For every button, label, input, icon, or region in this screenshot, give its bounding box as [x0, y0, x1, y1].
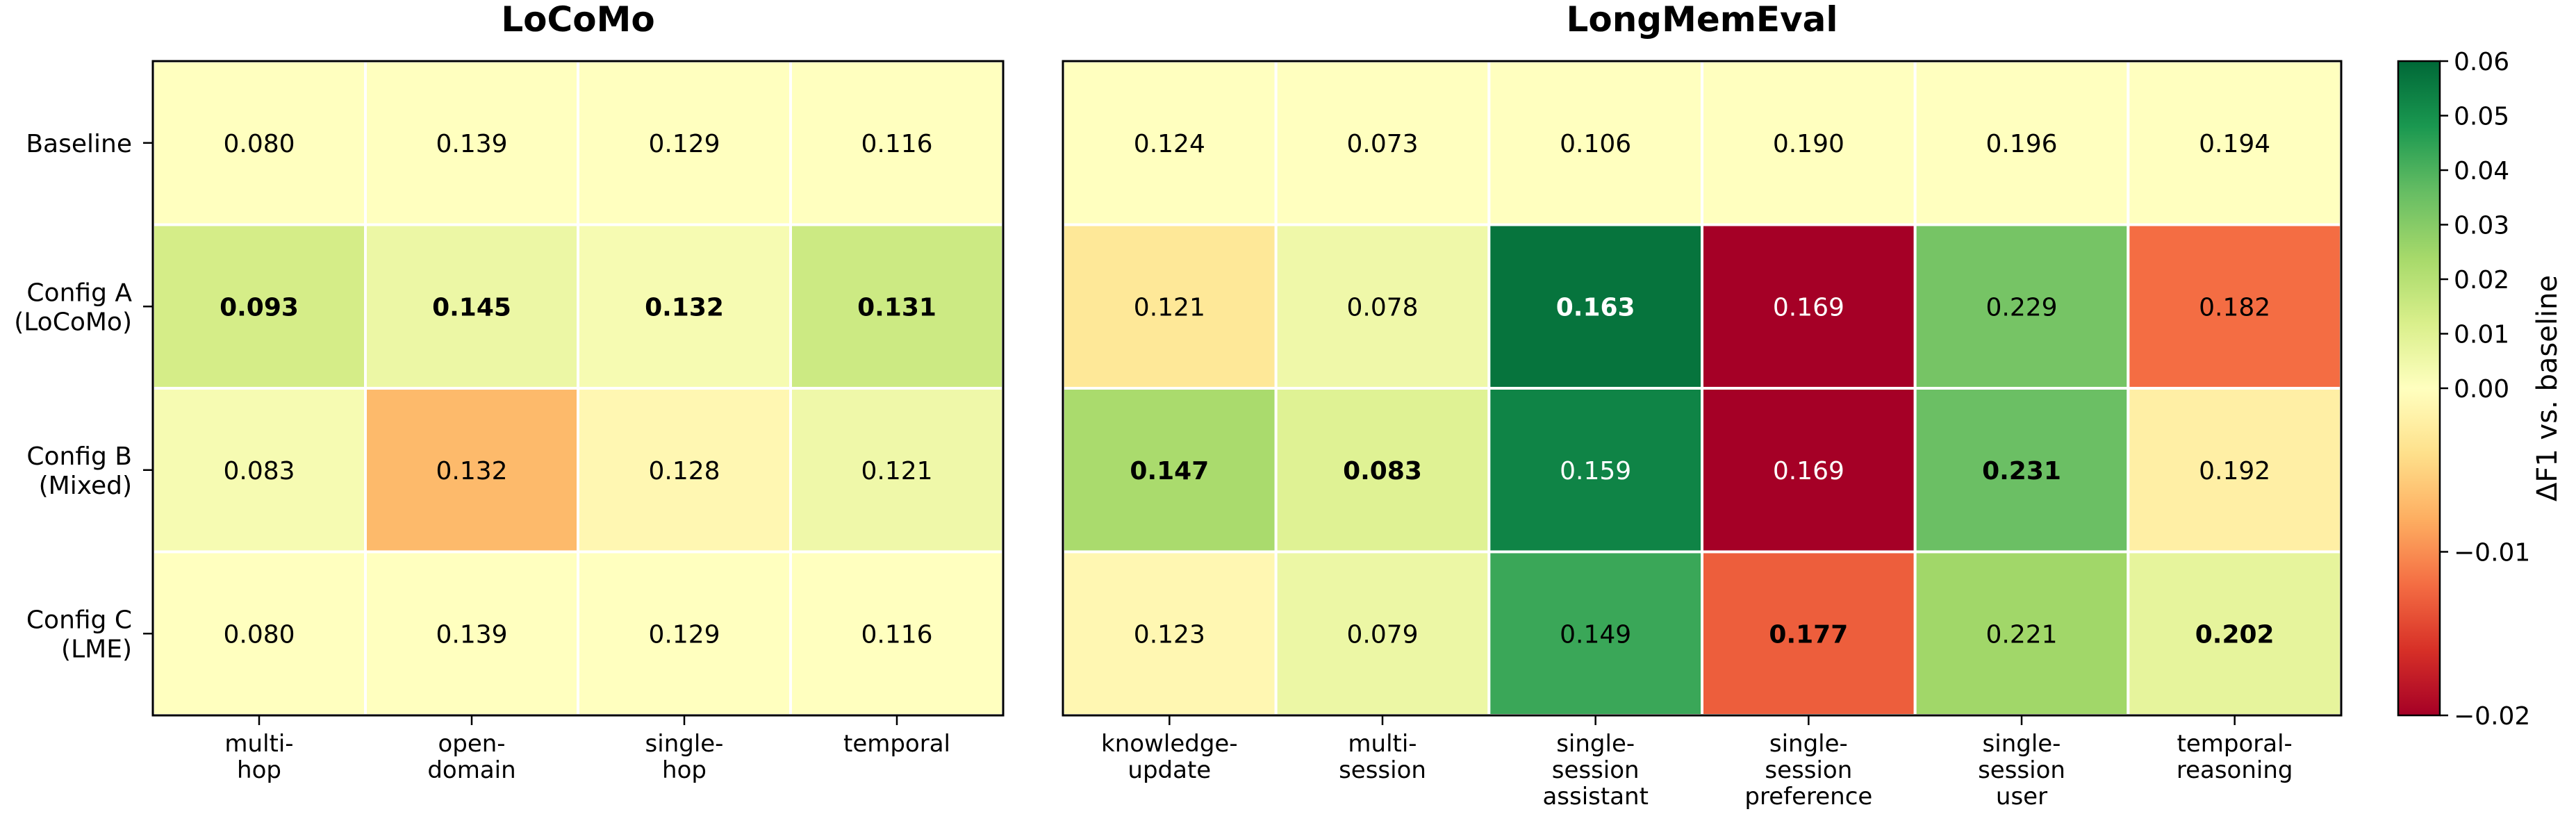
- cell-value-label: 0.231: [1982, 457, 2061, 485]
- cell-value-label: 0.196: [1985, 130, 2057, 158]
- heatmap-cell: [2127, 550, 2343, 717]
- column-label: single-hop: [645, 730, 724, 784]
- heatmap-cell: [1913, 223, 2130, 390]
- cell-value-label: 0.194: [2199, 130, 2270, 158]
- heatmap-cell: [1062, 60, 1278, 226]
- heatmap-cell: [1487, 223, 1704, 390]
- column-label: temporal-reasoning: [2177, 730, 2293, 784]
- cell-value-label: 0.229: [1985, 293, 2057, 322]
- cell-value-label: 0.128: [648, 457, 720, 485]
- panel-frame: [151, 60, 1005, 717]
- cell-value-label: 0.149: [1560, 620, 1631, 649]
- cell-value-label: 0.116: [861, 130, 932, 158]
- heatmap-cell: [1913, 60, 2130, 226]
- row-label: Baseline: [26, 130, 132, 158]
- heatmap-cell: [789, 550, 1005, 717]
- colorbar: 0.06 0.05 0.04 0.03 0.02 0.01 0.00 −0.01 −0.02 ΔF…: [2397, 48, 2563, 731]
- cell-value-label: 0.169: [1773, 293, 1844, 322]
- row-label: Config B (Mixed): [26, 442, 132, 500]
- heatmap-cell: [151, 60, 367, 226]
- heatmap-cell: [1274, 60, 1491, 226]
- cell-value-label: 0.147: [1130, 457, 1209, 485]
- cell-value-label: 0.132: [436, 457, 507, 485]
- cell-value-label: 0.192: [2199, 457, 2270, 485]
- colorbar-tick-label: 0.04: [2454, 157, 2509, 185]
- heatmap-panel-locomo: LoCoMo 0.080 0.139 0.129 0.116 0.093 0.145 0.13…: [14, 0, 1005, 784]
- cell-value-label: 0.073: [1346, 130, 1418, 158]
- column-label: multi-session: [1339, 730, 1426, 784]
- heatmap-cell: [1913, 387, 2130, 554]
- cell-value-label: 0.078: [1346, 293, 1418, 322]
- column-label: multi-hop: [224, 730, 293, 784]
- heatmap-cell: [364, 550, 579, 717]
- colorbar-tick-label: −0.01: [2454, 539, 2530, 567]
- cell-value-label: 0.121: [1134, 293, 1205, 322]
- cell-value-label: 0.093: [220, 293, 299, 322]
- cell-value-label: 0.177: [1769, 620, 1848, 649]
- cell-value-label: 0.083: [223, 457, 295, 485]
- cell-value-label: 0.079: [1346, 620, 1418, 649]
- cell-value-label: 0.121: [861, 457, 932, 485]
- cell-value-label: 0.159: [1560, 457, 1631, 485]
- colorbar-tick-label: 0.00: [2454, 375, 2509, 404]
- column-label: single-session preference: [1744, 730, 1872, 811]
- cell-value-label: 0.129: [648, 620, 720, 649]
- heatmap-cell: [1487, 550, 1704, 717]
- colorbar-tick-label: 0.03: [2454, 212, 2509, 240]
- column-label: open-domain: [427, 730, 515, 784]
- cell-value-label: 0.080: [223, 130, 295, 158]
- heatmap-cell: [789, 223, 1005, 390]
- cell-value-label: 0.190: [1773, 130, 1844, 158]
- colorbar-tick-label: −0.02: [2454, 702, 2530, 731]
- heatmap-cell: [789, 387, 1005, 554]
- colorbar-tick-label: 0.06: [2454, 48, 2509, 76]
- heatmap-cell: [789, 60, 1005, 226]
- colorbar-label: ΔF1 vs. baseline: [2532, 275, 2563, 501]
- heatmap-cell: [2127, 387, 2343, 554]
- cell-value-label: 0.083: [1343, 457, 1422, 485]
- cell-value-label: 0.139: [436, 620, 507, 649]
- cell-value-label: 0.131: [857, 293, 936, 322]
- heatmap-panel-longmemeval: LongMemEval 0.124 0.073 0.106 0.190 0.196 0.19…: [1062, 0, 2343, 811]
- cell-value-label: 0.169: [1773, 457, 1844, 485]
- panel-frame: [1062, 60, 2343, 717]
- cell-value-label: 0.221: [1985, 620, 2057, 649]
- panel-title: LoCoMo: [501, 0, 654, 40]
- colorbar-tick-label: 0.01: [2454, 321, 2509, 349]
- heatmap-cell: [364, 60, 579, 226]
- colorbar-tick-label: 0.02: [2454, 266, 2509, 294]
- column-label: knowledge-update: [1101, 730, 1238, 784]
- heatmap-cell: [2127, 223, 2343, 390]
- column-label: temporal: [843, 730, 950, 758]
- heatmap-cell: [1701, 223, 1917, 390]
- panel-title: LongMemEval: [1567, 0, 1838, 40]
- cell-value-label: 0.182: [2199, 293, 2270, 322]
- heatmap-cell: [1274, 223, 1491, 390]
- row-label: Config C (LME): [26, 606, 132, 663]
- colorbar-tick-label: 0.05: [2454, 103, 2509, 131]
- heatmap-cell: [1487, 60, 1704, 226]
- cell-value-label: 0.202: [2195, 620, 2274, 649]
- heatmap-cell: [1701, 60, 1917, 226]
- cell-value-label: 0.132: [645, 293, 724, 322]
- column-label: single-session assistant: [1542, 730, 1648, 811]
- row-label: Config A (LoCoMo): [14, 279, 132, 336]
- column-label: single-session user: [1978, 730, 2065, 811]
- cell-value-label: 0.080: [223, 620, 295, 649]
- colorbar-gradient: [2397, 60, 2441, 717]
- cell-value-label: 0.123: [1134, 620, 1205, 649]
- cell-value-label: 0.139: [436, 130, 507, 158]
- heatmap-cell: [1701, 550, 1917, 717]
- cell-value-label: 0.116: [861, 620, 932, 649]
- heatmap-cell: [1062, 223, 1278, 390]
- cell-value-label: 0.106: [1560, 130, 1631, 158]
- cell-value-label: 0.124: [1134, 130, 1205, 158]
- cell-value-label: 0.145: [432, 293, 511, 322]
- cell-value-label: 0.129: [648, 130, 720, 158]
- heatmap-cell: [364, 223, 579, 390]
- heatmap-cell: [364, 387, 579, 554]
- cell-value-label: 0.163: [1556, 293, 1635, 322]
